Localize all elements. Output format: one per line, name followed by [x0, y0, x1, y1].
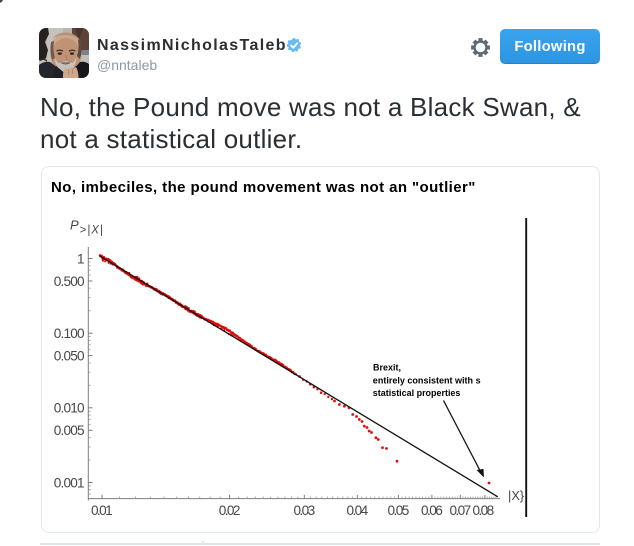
svg-text:0.100: 0.100 — [54, 326, 85, 341]
svg-text:|X}: |X} — [508, 488, 525, 503]
svg-text:0.04: 0.04 — [346, 503, 368, 518]
svg-text:0.08: 0.08 — [472, 503, 494, 518]
svg-text:>|X|: >|X| — [80, 225, 104, 237]
svg-text:0.05: 0.05 — [388, 503, 410, 518]
svg-text:Brexit,: Brexit, — [373, 362, 401, 372]
svg-text:entirely consistent with s: entirely consistent with s — [373, 375, 481, 385]
svg-text:P: P — [70, 218, 79, 233]
svg-text:0.01: 0.01 — [91, 503, 113, 518]
svg-text:0.001: 0.001 — [54, 475, 85, 490]
svg-text:0.02: 0.02 — [219, 503, 241, 518]
svg-text:0.03: 0.03 — [293, 503, 315, 518]
svg-text:0.500: 0.500 — [54, 274, 85, 289]
svg-text:1: 1 — [77, 251, 85, 266]
svg-text:0.06: 0.06 — [421, 503, 443, 518]
svg-text:0.050: 0.050 — [54, 348, 85, 363]
svg-text:0.010: 0.010 — [54, 401, 85, 416]
svg-text:0.07: 0.07 — [449, 503, 471, 518]
svg-text:0.005: 0.005 — [54, 423, 85, 438]
svg-text:statistical properties: statistical properties — [373, 388, 461, 398]
